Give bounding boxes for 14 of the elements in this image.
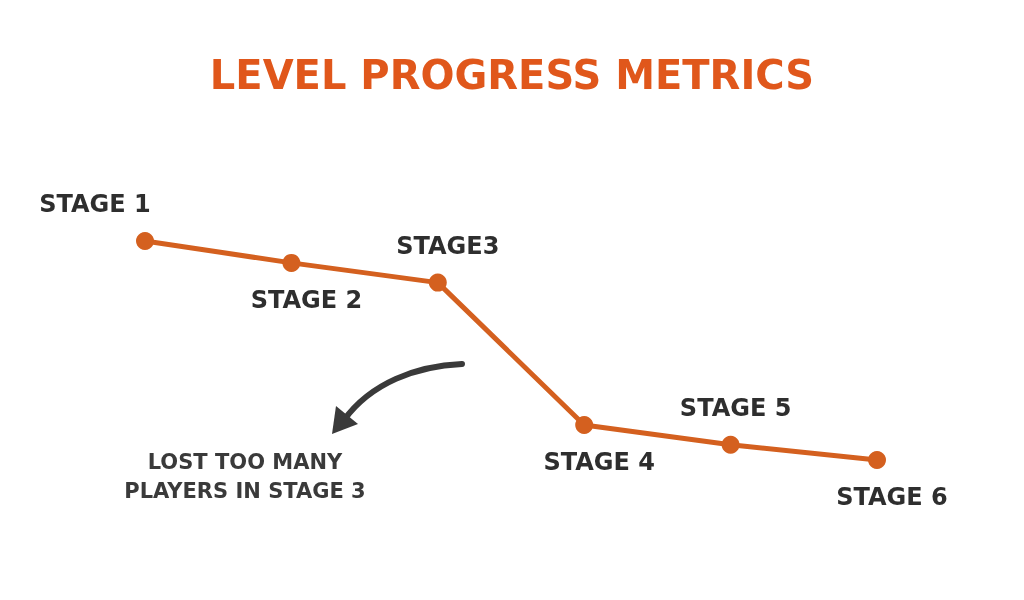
point [136, 232, 154, 250]
annotation: LOST TOO MANY PLAYERS IN STAGE 3 [123, 449, 367, 506]
chart-title: LEVEL PROGRESS METRICS [209, 52, 815, 98]
point [575, 415, 594, 434]
x-tick-label: STAGE 5 [679, 393, 792, 422]
point [868, 451, 886, 469]
x-tick-label: STAGE 6 [836, 483, 948, 511]
point [428, 273, 447, 292]
x-tick-label: STAGE 4 [543, 447, 655, 476]
x-tick-label: STAGE3 [396, 231, 500, 260]
x-tick-label: STAGE 2 [250, 285, 363, 314]
point [721, 435, 740, 454]
x-tick-label: STAGE 1 [39, 190, 151, 218]
point [282, 253, 301, 272]
